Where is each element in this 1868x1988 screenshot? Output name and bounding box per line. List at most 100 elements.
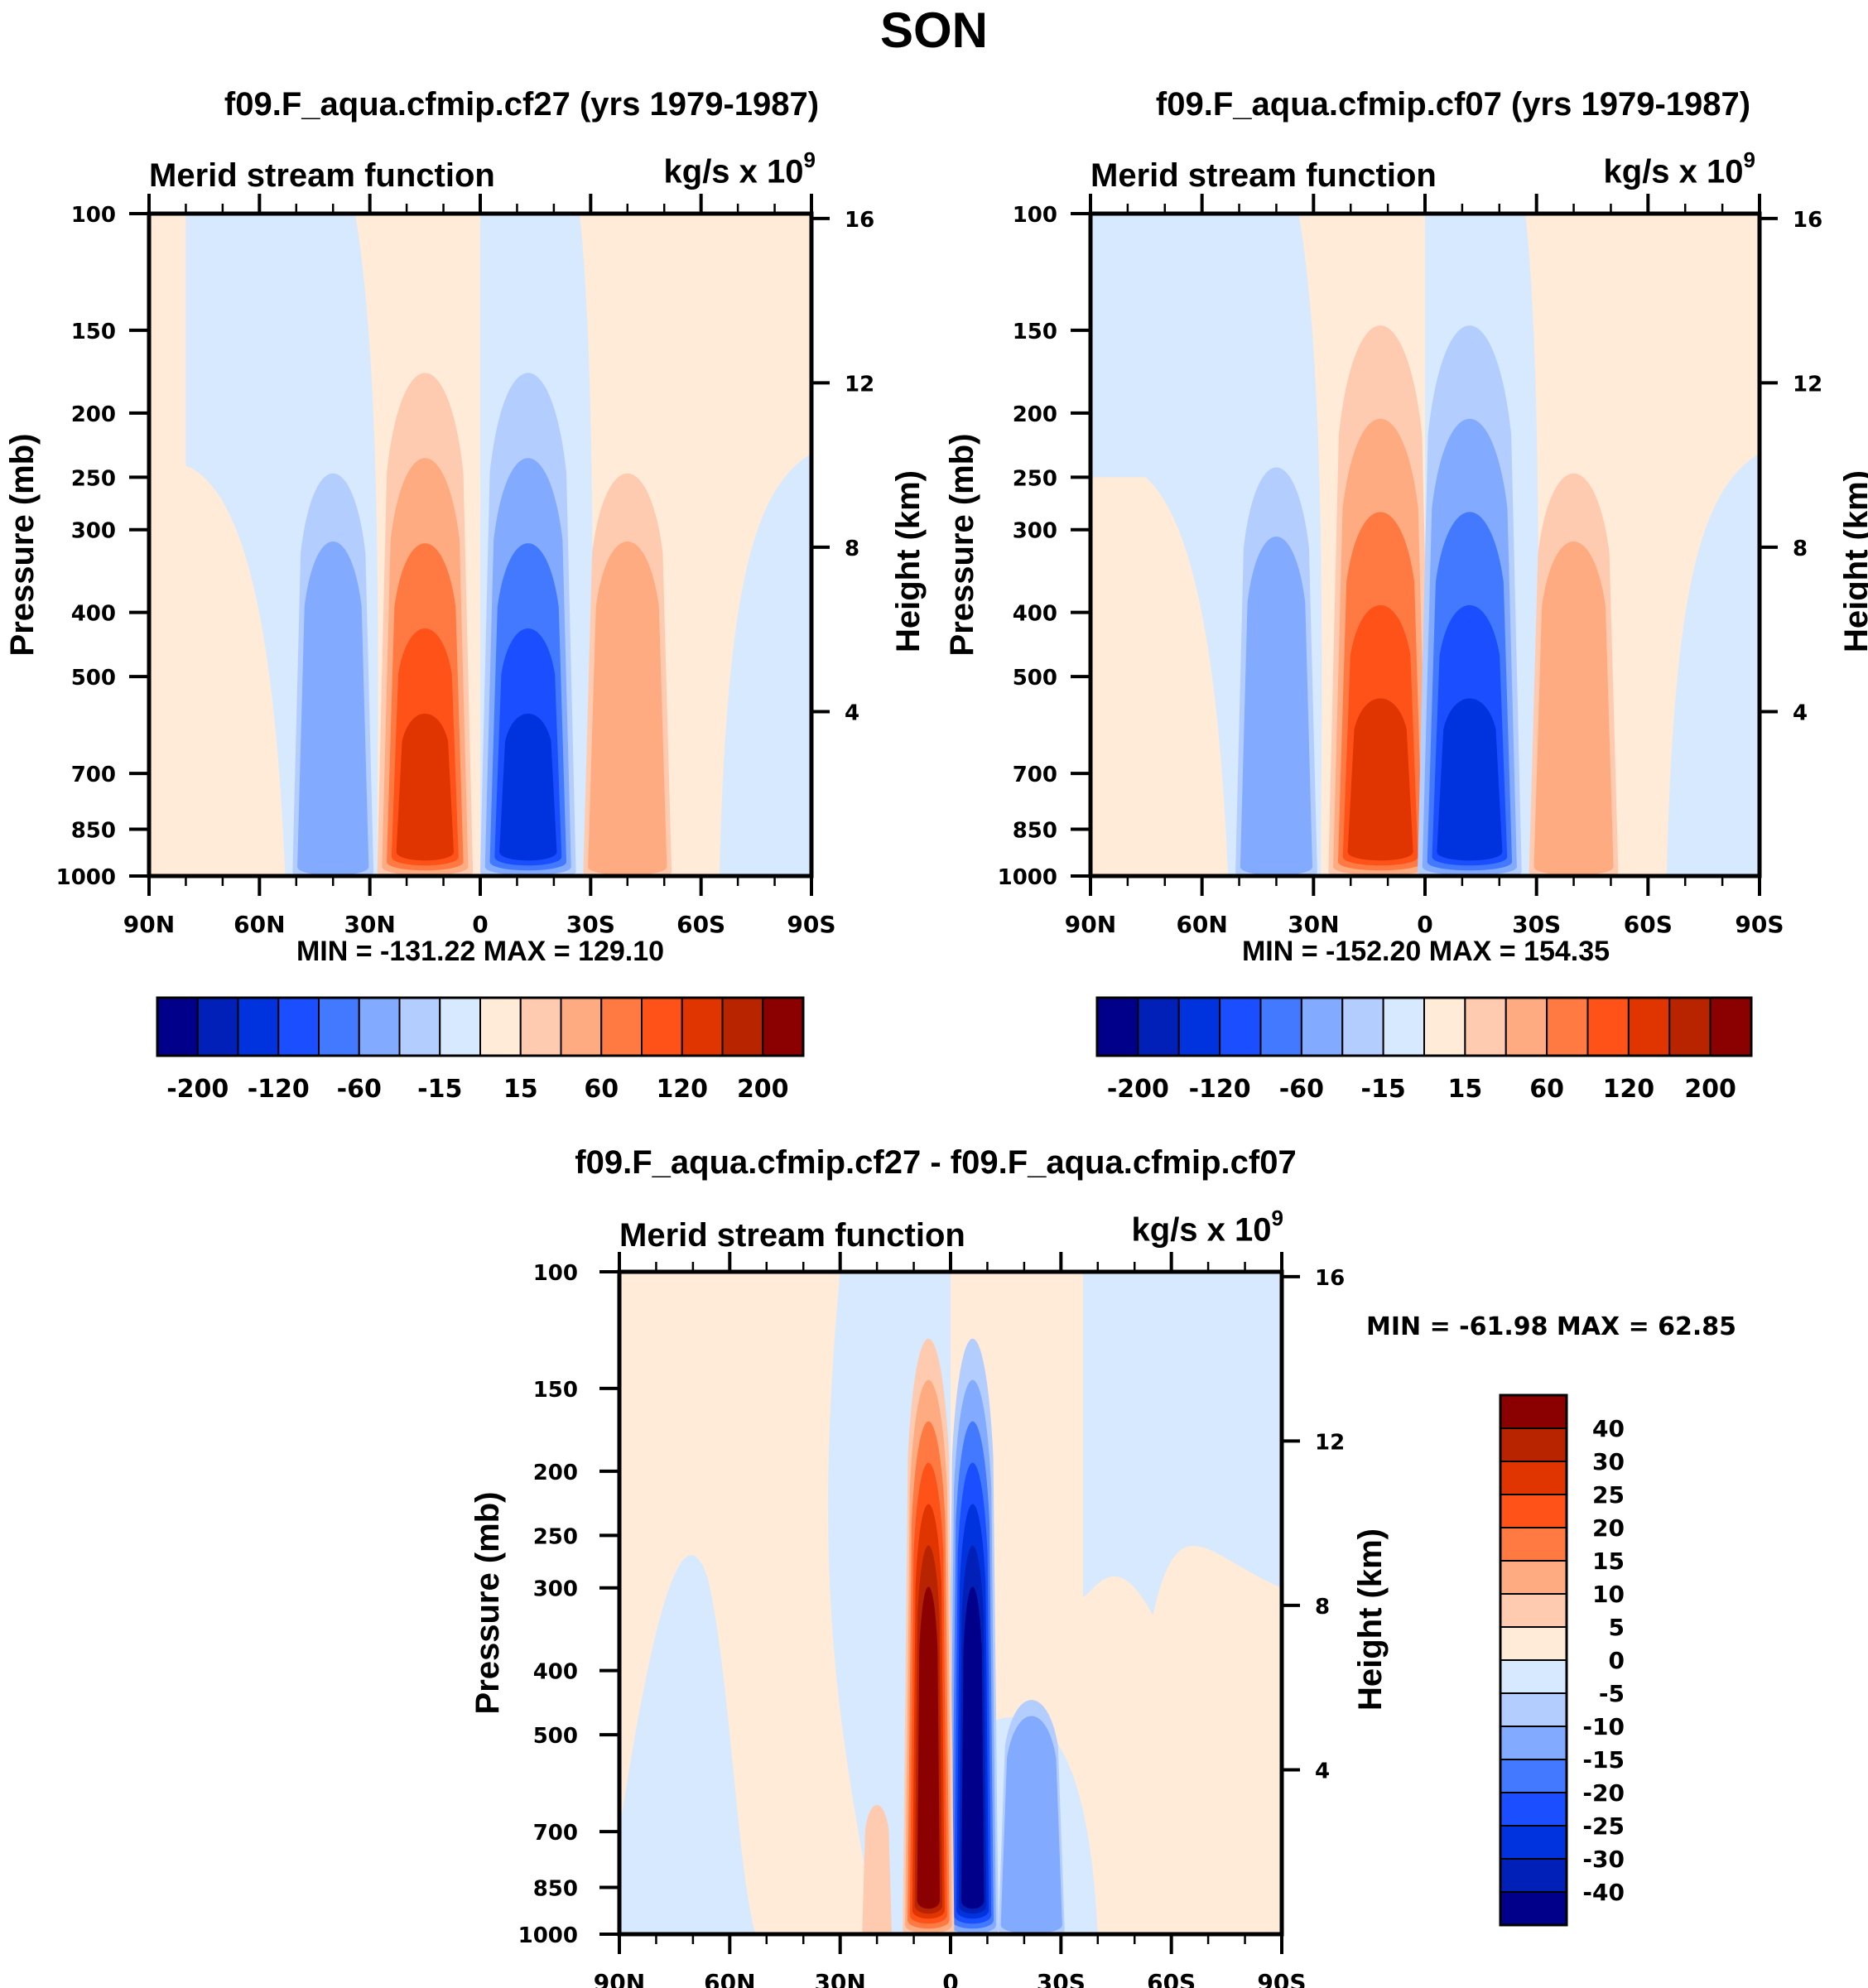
colorbar-box <box>1627 997 1671 1057</box>
colorbar-label: -60 <box>337 1075 382 1104</box>
figure-title: SON <box>879 2 989 58</box>
colorbar-label: -15 <box>1361 1075 1406 1104</box>
panel-3-title: f09.F_aqua.cfmip.cf27 - f09.F_aqua.cfmip… <box>575 1144 1297 1181</box>
y-tick-label: 500 <box>71 666 116 691</box>
colorbar-box <box>1500 1427 1567 1462</box>
units-text: kg/s x 10 <box>1131 1211 1272 1249</box>
y-tick-label: 200 <box>71 402 116 427</box>
y-right-tick-label: 12 <box>1793 372 1822 397</box>
y-right-tick-label: 4 <box>1315 1759 1330 1783</box>
panel-3-subtitle: Merid stream function <box>619 1217 965 1254</box>
colorbar-label: 10 <box>1592 1581 1625 1608</box>
y-axis-label: Pressure (mb) <box>4 434 41 657</box>
colorbar-label: 120 <box>1603 1075 1655 1104</box>
y-right-tick-label: 8 <box>845 537 859 561</box>
colorbar-label: -120 <box>1189 1075 1251 1104</box>
colorbar-box <box>358 997 401 1057</box>
colorbar-box <box>1500 1726 1567 1760</box>
panel-1-subtitle: Merid stream function <box>149 157 495 194</box>
colorbar-box <box>1341 997 1384 1057</box>
y-tick-label: 700 <box>533 1821 578 1846</box>
colorbar-label: 60 <box>1529 1075 1564 1104</box>
units-exponent: 9 <box>1743 147 1755 172</box>
y-axis-label: Pressure (mb) <box>469 1492 506 1715</box>
contour-fill <box>149 214 811 876</box>
contour-level--40 <box>297 542 369 876</box>
x-tick-label: 60N <box>1176 911 1227 938</box>
y-tick-label: 1000 <box>998 865 1057 890</box>
y-right-tick-label: 4 <box>845 700 859 725</box>
y-right-axis-label: Height (km) <box>1838 470 1868 652</box>
y-tick-label: 850 <box>533 1877 578 1902</box>
colorbar-box <box>1500 1858 1567 1893</box>
y-tick-label: 500 <box>1013 666 1057 691</box>
y-right-axis-label: Height (km) <box>1352 1528 1389 1711</box>
y-tick-label: 300 <box>1013 519 1057 544</box>
colorbar-box <box>318 997 360 1057</box>
colorbar-box <box>1546 997 1589 1057</box>
colorbar-box <box>1500 1461 1567 1495</box>
units-exponent: 9 <box>803 147 816 172</box>
x-tick-label: 30S <box>566 911 615 938</box>
contour-level-120 <box>396 713 454 861</box>
y-tick-label: 150 <box>71 320 116 344</box>
colorbar-label: 15 <box>1448 1075 1483 1104</box>
panel-3-colorbar: 40 30 25 20 15 10 5 0 -5 -10 -15 -20 -25 -30 -40 <box>1499 1394 1625 1927</box>
units-exponent: 9 <box>1271 1206 1283 1230</box>
colorbar-box <box>1500 1759 1567 1793</box>
panel-1-colorbar: -200 -120 -60 -15 15 60 120 200 <box>156 996 805 1104</box>
colorbar-label: -200 <box>1107 1075 1169 1104</box>
y-tick-label: 400 <box>1013 602 1057 627</box>
contour-level--10 <box>1000 1716 1062 1934</box>
colorbar-label: 5 <box>1609 1614 1625 1641</box>
x-tick-label: 90N <box>123 911 175 938</box>
colorbar-box <box>1668 997 1712 1057</box>
colorbar-box <box>1505 997 1548 1057</box>
panel-3-units: kg/s x 109 <box>1047 1206 1283 1249</box>
panel-1-minmax: MIN = -131.22 MAX = 129.10 <box>296 936 665 967</box>
y-right-tick-label: 4 <box>1793 700 1808 725</box>
colorbar-box <box>479 997 522 1057</box>
contour-level--120 <box>499 713 557 861</box>
y-right-tick-label: 8 <box>1793 537 1808 561</box>
contour-level-40 <box>588 542 667 876</box>
colorbar-box <box>1096 997 1139 1057</box>
colorbar-box <box>1709 997 1752 1057</box>
panel-1-title: f09.F_aqua.cfmip.cf27 (yrs 1979-1987) <box>224 86 820 123</box>
y-tick-label: 1000 <box>56 865 116 890</box>
x-tick-label: 60S <box>1624 911 1673 938</box>
x-tick-label: 30S <box>1512 911 1561 938</box>
y-axis-label: Pressure (mb) <box>944 434 980 657</box>
y-right-tick-label: 12 <box>1315 1430 1345 1455</box>
colorbar-box <box>277 997 320 1057</box>
colorbar-box <box>196 997 239 1057</box>
y-tick-label: 250 <box>71 466 116 491</box>
colorbar-label: -30 <box>1582 1846 1625 1873</box>
colorbar-label: 25 <box>1592 1481 1625 1509</box>
y-tick-label: 100 <box>1013 203 1057 228</box>
x-tick-label: 30S <box>1037 1969 1086 1988</box>
colorbar-box <box>600 997 643 1057</box>
colorbar-label: -15 <box>417 1075 462 1104</box>
y-tick-label: 400 <box>533 1660 578 1685</box>
contour-fill <box>1090 214 1760 876</box>
colorbar-box <box>762 997 804 1057</box>
y-tick-label: 200 <box>1013 402 1057 427</box>
colorbar-box <box>398 997 441 1057</box>
colorbar-box <box>1500 1494 1567 1528</box>
colorbar-label: -5 <box>1599 1680 1625 1707</box>
colorbar-box <box>721 997 764 1057</box>
colorbar-box <box>1500 1593 1567 1628</box>
colorbar-box <box>156 997 199 1057</box>
colorbar-box <box>681 997 724 1057</box>
units-text: kg/s x 10 <box>663 153 804 190</box>
y-tick-label: 200 <box>533 1461 578 1485</box>
y-tick-label: 150 <box>1013 320 1057 344</box>
units-text: kg/s x 10 <box>1603 153 1744 190</box>
panel-1-plot: 90N 60N 30N 0 30S 60S 90S 100 150 200 250 300 400 500… <box>4 194 927 938</box>
contour-fill <box>619 1272 1282 1934</box>
contour-level--120 <box>1437 698 1503 861</box>
y-tick-label: 700 <box>1013 763 1057 787</box>
contour-band <box>1666 453 1760 876</box>
contour-level-40 <box>1533 542 1614 876</box>
